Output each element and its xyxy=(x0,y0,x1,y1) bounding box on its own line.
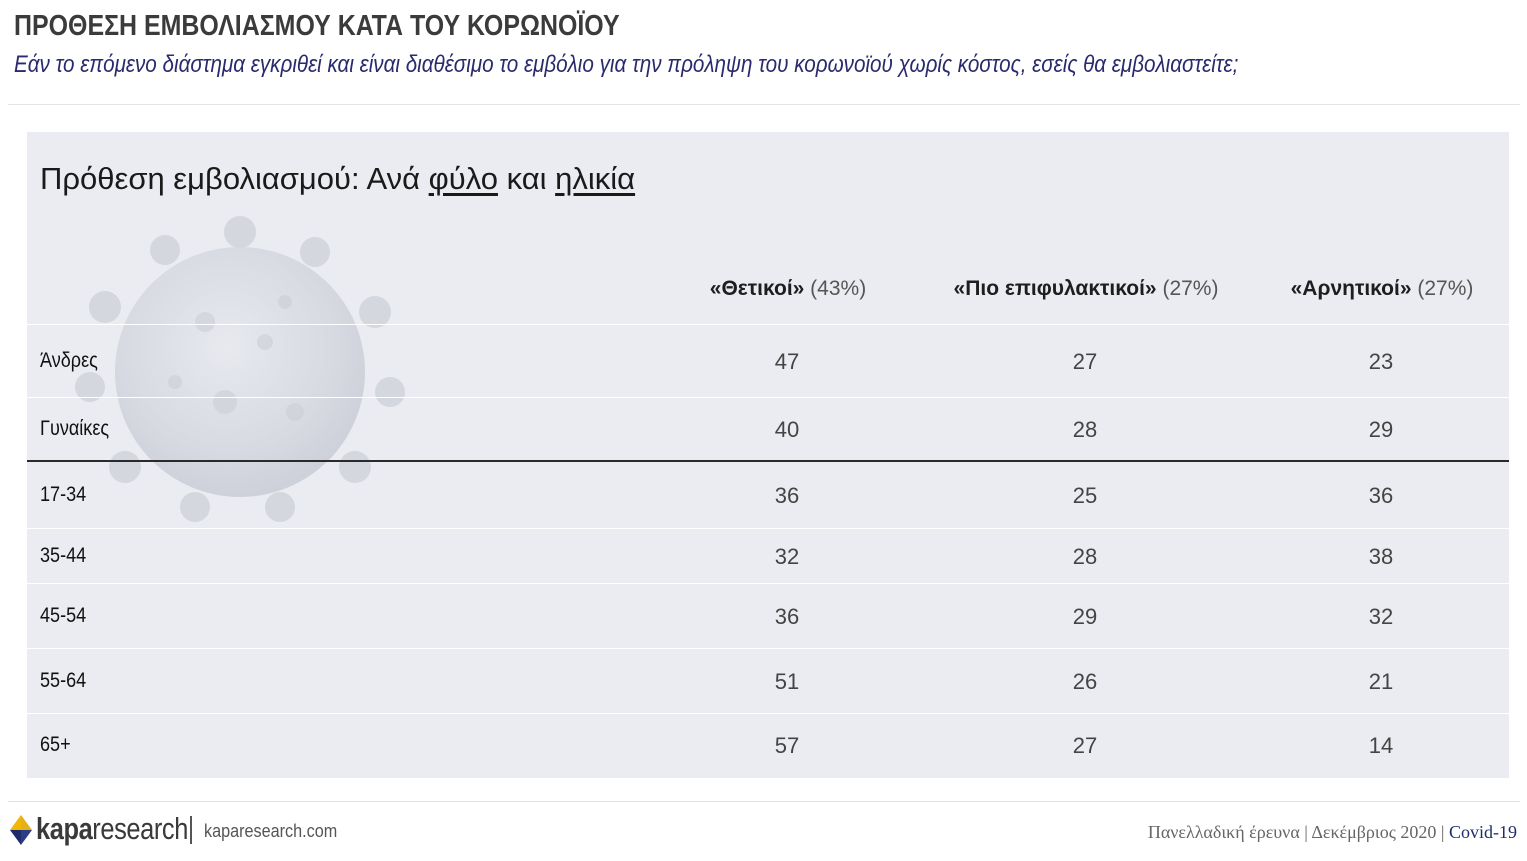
cell-negative: 38 xyxy=(1368,544,1394,569)
row-divider xyxy=(27,528,1509,529)
row-divider xyxy=(27,397,1509,398)
row-divider xyxy=(27,713,1509,714)
cell-negative: 14 xyxy=(1368,733,1394,758)
cell-cautious: 28 xyxy=(1072,417,1098,442)
column-header-positive: «Θετικοί» (43%) xyxy=(709,277,867,300)
cell-cautious: 28 xyxy=(1072,544,1098,569)
column-header-cautious: «Πιο επιφυλακτικοί» (27%) xyxy=(953,277,1219,300)
row-label: 55-64 xyxy=(40,669,87,692)
row-label: Γυναίκες xyxy=(40,417,110,440)
cell-positive: 57 xyxy=(774,733,800,758)
coronavirus-watermark-icon xyxy=(75,216,405,522)
brand-logo-text: kaparesearch xyxy=(36,811,188,846)
row-divider xyxy=(27,324,1509,325)
row-divider xyxy=(27,583,1509,584)
cell-cautious: 29 xyxy=(1072,604,1098,629)
header-divider xyxy=(8,104,1520,105)
cell-positive: 32 xyxy=(774,544,800,569)
cell-positive: 36 xyxy=(774,483,800,508)
cell-negative: 29 xyxy=(1368,417,1394,442)
cell-positive: 36 xyxy=(774,604,800,629)
row-label: 65+ xyxy=(40,733,71,756)
column-header-negative: «Αρνητικοί» (27%) xyxy=(1290,277,1474,300)
cell-negative: 23 xyxy=(1368,349,1394,374)
cell-cautious: 26 xyxy=(1072,669,1098,694)
kapa-logo-icon xyxy=(10,815,32,845)
footer-divider xyxy=(8,801,1520,802)
cell-cautious: 27 xyxy=(1072,733,1098,758)
cell-cautious: 27 xyxy=(1072,349,1098,374)
page-subtitle: Εάν το επόμενο διάστημα εγκριθεί και είν… xyxy=(14,51,1239,78)
table-panel: Πρόθεση εμβολιασμού: Ανά φύλο και ηλικία… xyxy=(27,132,1509,778)
cell-positive: 40 xyxy=(774,417,800,442)
section-divider xyxy=(27,460,1509,462)
panel-title: Πρόθεση εμβολιασμού: Ανά φύλο και ηλικία xyxy=(40,161,636,196)
cell-negative: 36 xyxy=(1368,483,1394,508)
title-age-link: ηλικία xyxy=(555,161,636,196)
cell-negative: 32 xyxy=(1368,604,1394,629)
cell-negative: 21 xyxy=(1368,669,1394,694)
cell-cautious: 25 xyxy=(1072,483,1098,508)
page-title: ΠΡΟΘΕΣΗ ΕΜΒΟΛΙΑΣΜΟΥ ΚΑΤΑ ΤΟΥ ΚΟΡΩΝΟΪΟΥ xyxy=(14,10,620,42)
title-gender-link: φύλο xyxy=(428,161,498,196)
survey-info: Πανελλαδική έρευνα | Δεκέμβριος 2020 | C… xyxy=(1147,822,1517,842)
brand-separator xyxy=(190,816,192,844)
row-divider xyxy=(27,648,1509,649)
row-label: 45-54 xyxy=(40,604,87,627)
row-label: 17-34 xyxy=(40,483,87,506)
covid-tag: Covid-19 xyxy=(1448,822,1517,842)
cell-positive: 47 xyxy=(774,349,800,374)
cell-positive: 51 xyxy=(774,669,800,694)
row-label: Άνδρες xyxy=(40,349,98,372)
row-label: 35-44 xyxy=(40,544,87,567)
website-link[interactable]: kaparesearch.com xyxy=(204,821,338,841)
